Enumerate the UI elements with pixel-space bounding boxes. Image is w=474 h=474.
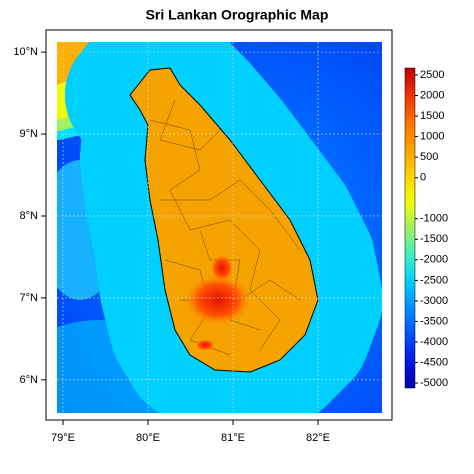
highlands	[184, 274, 252, 326]
y-tick-label: 9°N	[20, 128, 39, 140]
colorbar-tick-label: 2000	[420, 89, 444, 101]
y-tick-label: 6°N	[20, 374, 39, 386]
colorbar	[404, 67, 416, 389]
colorbar-tick-label: -3500	[420, 315, 448, 327]
x-tick-label: 79°E	[51, 432, 75, 444]
colorbar-tick-label: -2000	[420, 254, 448, 266]
colorbar-tick-label: -4000	[420, 336, 448, 348]
colorbar-tick-label: 2500	[420, 69, 444, 81]
chart-title: Sri Lankan Orographic Map	[146, 7, 329, 23]
colorbar-tick-label: 0	[420, 172, 426, 184]
x-tick-label: 82°E	[306, 432, 330, 444]
colorbar-tick-label: -1000	[420, 213, 448, 225]
x-tick-label: 81°E	[221, 432, 245, 444]
y-tick-label: 7°N	[20, 292, 39, 304]
colorbar-tick-label: 1000	[420, 131, 444, 143]
y-tick-label: 10°N	[13, 46, 38, 58]
colorbar-tick-label: 1500	[420, 110, 444, 122]
colorbar-tick-label: -1500	[420, 233, 448, 245]
colorbar-tick-label: 500	[420, 151, 438, 163]
island	[129, 67, 319, 373]
map-raster	[57, 42, 382, 413]
x-tick-label: 80°E	[136, 432, 160, 444]
colorbar-tick-label: -2500	[420, 274, 448, 286]
colorbar-tick-label: -5000	[420, 377, 448, 389]
colorbar-tick-label: -3000	[420, 295, 448, 307]
colorbar-tick-label: -4500	[420, 356, 448, 368]
y-tick-label: 8°N	[20, 210, 39, 222]
